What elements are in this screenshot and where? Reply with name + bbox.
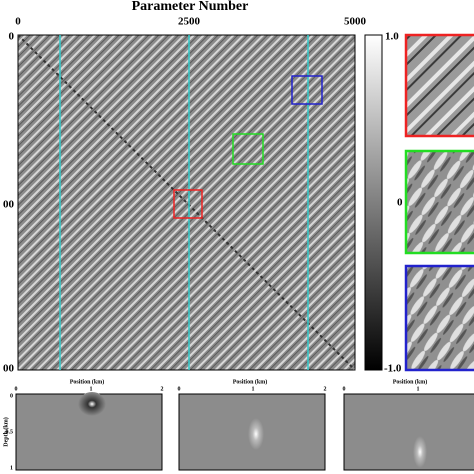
zoom-blue xyxy=(404,264,474,372)
left-tick: 00 xyxy=(3,199,15,211)
title: Parameter Number xyxy=(132,0,249,14)
y-tick: 1 xyxy=(10,465,13,471)
left-tick: 00 xyxy=(3,363,15,375)
x-tick: 1 xyxy=(417,386,420,392)
top-tick: 0 xyxy=(15,16,21,28)
x-label: Position (km) xyxy=(70,378,105,385)
panel-source xyxy=(248,418,264,450)
zoom-green xyxy=(404,149,474,255)
left-tick: 0 xyxy=(9,31,15,43)
diagonal xyxy=(17,34,356,371)
y-label: Depth (km) xyxy=(2,417,9,447)
x-tick: 1 xyxy=(252,386,255,392)
colorbar xyxy=(364,34,383,371)
x-label: Position (km) xyxy=(393,378,428,385)
blue-box xyxy=(291,75,323,105)
x-tick: 1 xyxy=(90,386,93,392)
y-tick: 0.5 xyxy=(6,429,14,435)
x-tick: 0 xyxy=(343,386,346,392)
cyan-lines xyxy=(59,35,309,370)
top-tick: 5000 xyxy=(344,16,367,28)
x-tick: 2 xyxy=(161,386,164,392)
x-label: Position (km) xyxy=(233,378,268,385)
green-box xyxy=(232,133,264,165)
zoom-red xyxy=(404,33,474,138)
x-tick: 2 xyxy=(324,386,327,392)
top-tick: 2500 xyxy=(178,16,201,28)
colorbar-tick: 1.0 xyxy=(385,31,399,43)
panel-source xyxy=(413,436,427,468)
colorbar-tick: -1.0 xyxy=(384,363,402,375)
panel-image xyxy=(343,393,474,471)
y-tick: 0 xyxy=(10,393,13,399)
red-box xyxy=(173,189,203,219)
x-tick: 0 xyxy=(178,386,181,392)
panel-source xyxy=(78,392,106,416)
colorbar-tick: 0 xyxy=(397,197,403,209)
x-tick: 0 xyxy=(15,386,18,392)
